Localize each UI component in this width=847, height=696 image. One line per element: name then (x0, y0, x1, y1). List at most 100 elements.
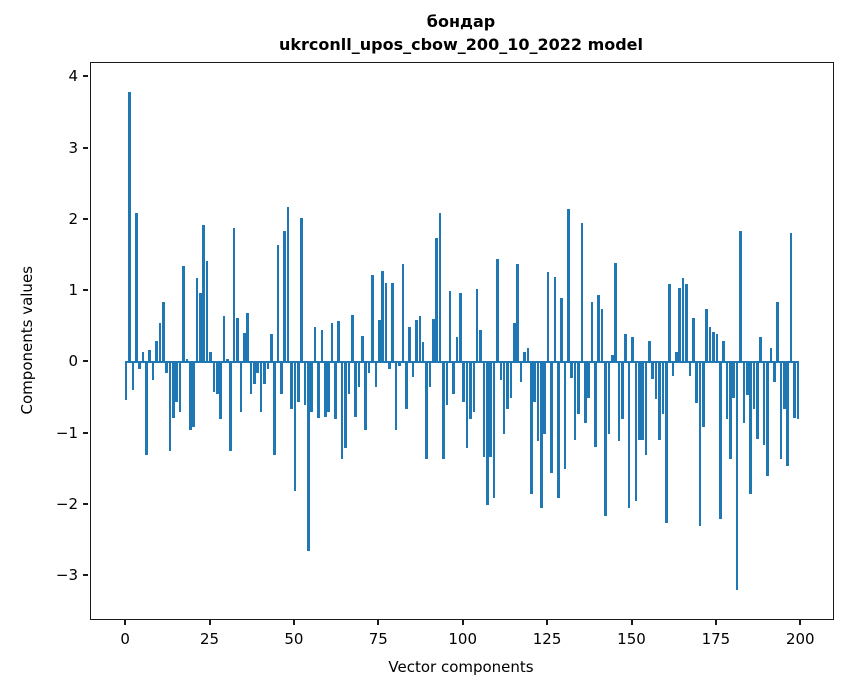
y-tick-label: 3 (68, 138, 78, 157)
bar (661, 362, 665, 415)
bar (580, 223, 584, 363)
bar (276, 244, 280, 363)
bar (519, 362, 523, 383)
bar (563, 362, 567, 470)
bar (567, 209, 570, 363)
bar (772, 362, 776, 383)
bar (725, 362, 729, 420)
bar (691, 318, 695, 363)
bar (148, 349, 152, 363)
bar (506, 362, 509, 410)
bar (209, 351, 212, 363)
bar (377, 319, 381, 363)
bar (158, 323, 162, 363)
bar (374, 362, 378, 388)
x-tick-mark (714, 620, 717, 625)
bar (526, 348, 530, 363)
bar (735, 362, 739, 591)
bar (516, 264, 520, 363)
bar (344, 362, 347, 448)
bar (452, 362, 455, 395)
bar (411, 362, 415, 377)
x-tick-label: 150 (617, 630, 646, 648)
bar (266, 362, 270, 370)
bar (540, 362, 543, 509)
bar (570, 362, 574, 379)
bar (637, 362, 641, 441)
bar (543, 362, 547, 434)
y-tick-label: 2 (68, 209, 78, 228)
bar (479, 330, 482, 363)
x-tick-label: 25 (199, 630, 220, 648)
bar (428, 362, 432, 388)
bar (381, 271, 384, 363)
bar (715, 333, 719, 363)
bar (442, 362, 445, 459)
bar (421, 342, 425, 363)
bar (492, 362, 496, 498)
bar (172, 362, 175, 418)
bar (631, 337, 634, 363)
bar (438, 212, 442, 363)
bar (489, 362, 492, 458)
bar (131, 362, 135, 391)
bar (408, 326, 411, 363)
bar (195, 278, 199, 363)
zero-baseline (124, 361, 800, 364)
bar (134, 212, 138, 363)
bar (472, 362, 476, 412)
bar (215, 362, 219, 395)
bar (587, 362, 590, 398)
bar (469, 362, 472, 420)
bar (178, 362, 182, 413)
bar (300, 218, 303, 363)
bar (658, 362, 661, 441)
bar (273, 362, 276, 456)
bar (695, 362, 698, 403)
bar (175, 362, 179, 402)
bar (708, 326, 712, 363)
bar (459, 293, 462, 363)
bar (313, 326, 317, 363)
bar (482, 362, 486, 458)
y-tick-mark (83, 431, 88, 434)
bar (698, 362, 702, 527)
bar (161, 301, 165, 363)
bar (384, 282, 388, 363)
bar (627, 362, 631, 509)
bar (722, 341, 725, 363)
bar (418, 316, 422, 363)
bar (509, 362, 513, 398)
y-tick-mark (83, 502, 88, 505)
bar (246, 312, 249, 363)
bar (769, 348, 773, 363)
bar (502, 362, 506, 434)
x-tick-label: 75 (368, 630, 388, 648)
bar (621, 362, 624, 420)
bar (610, 355, 614, 363)
bar (232, 228, 236, 363)
bar (496, 259, 499, 363)
bar (435, 237, 438, 363)
bar (296, 362, 300, 402)
bar (685, 284, 688, 363)
bar (688, 362, 692, 376)
y-tick-mark (83, 289, 88, 292)
bar (151, 362, 155, 381)
bar (644, 362, 648, 456)
bar (182, 266, 185, 363)
bar (367, 362, 371, 374)
bar (732, 362, 736, 398)
bar (145, 362, 148, 456)
bar (347, 362, 351, 395)
bar (486, 362, 489, 505)
bar (185, 358, 189, 363)
bar (617, 362, 621, 441)
x-tick-mark (124, 620, 127, 625)
x-tick-label: 175 (701, 630, 731, 648)
x-tick-mark (630, 620, 633, 625)
bar (600, 308, 604, 363)
bar (168, 362, 172, 452)
plot-area (90, 62, 834, 620)
bar (648, 341, 651, 363)
